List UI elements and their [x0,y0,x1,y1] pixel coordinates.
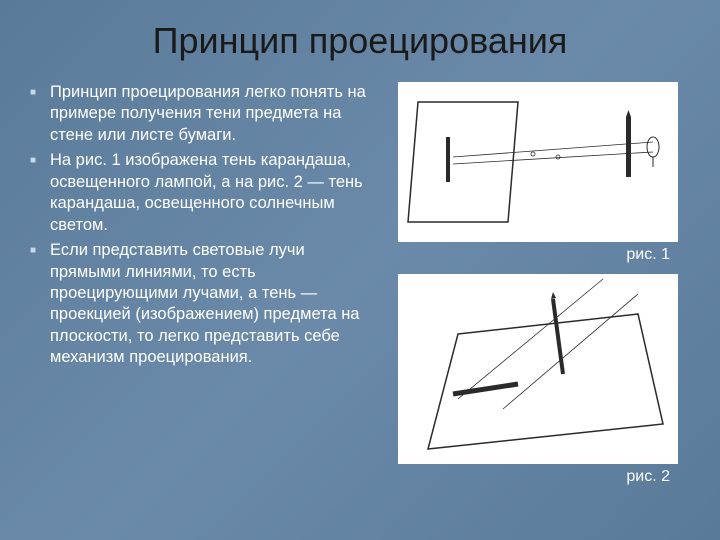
figures-column: рис. 1 р [385,82,690,486]
figure-2-caption: рис. 2 [626,468,670,486]
bullet-icon: ■ [30,240,50,369]
figure-2 [398,274,678,464]
list-item: ■ Принцип проецирования легко понять на … [30,82,370,146]
slide-title: Принцип проецирования [30,20,690,62]
figure-1-block: рис. 1 [385,82,690,264]
bullet-text: Принцип проецирования легко понять на пр… [50,82,370,146]
bullet-text: На рис. 1 изображена тень карандаша, осв… [50,150,370,236]
list-item: ■ Если представить световые лучи прямыми… [30,240,370,369]
bullet-text: Если представить световые лучи прямыми л… [50,240,370,369]
figure-2-block: рис. 2 [385,274,690,486]
bullet-list: ■ Принцип проецирования легко понять на … [30,82,370,486]
content-area: ■ Принцип проецирования легко понять на … [30,82,690,486]
figure-1-caption: рис. 1 [626,246,670,264]
bullet-icon: ■ [30,82,50,146]
figure-1 [398,82,678,242]
bullet-icon: ■ [30,150,50,236]
list-item: ■ На рис. 1 изображена тень карандаша, о… [30,150,370,236]
